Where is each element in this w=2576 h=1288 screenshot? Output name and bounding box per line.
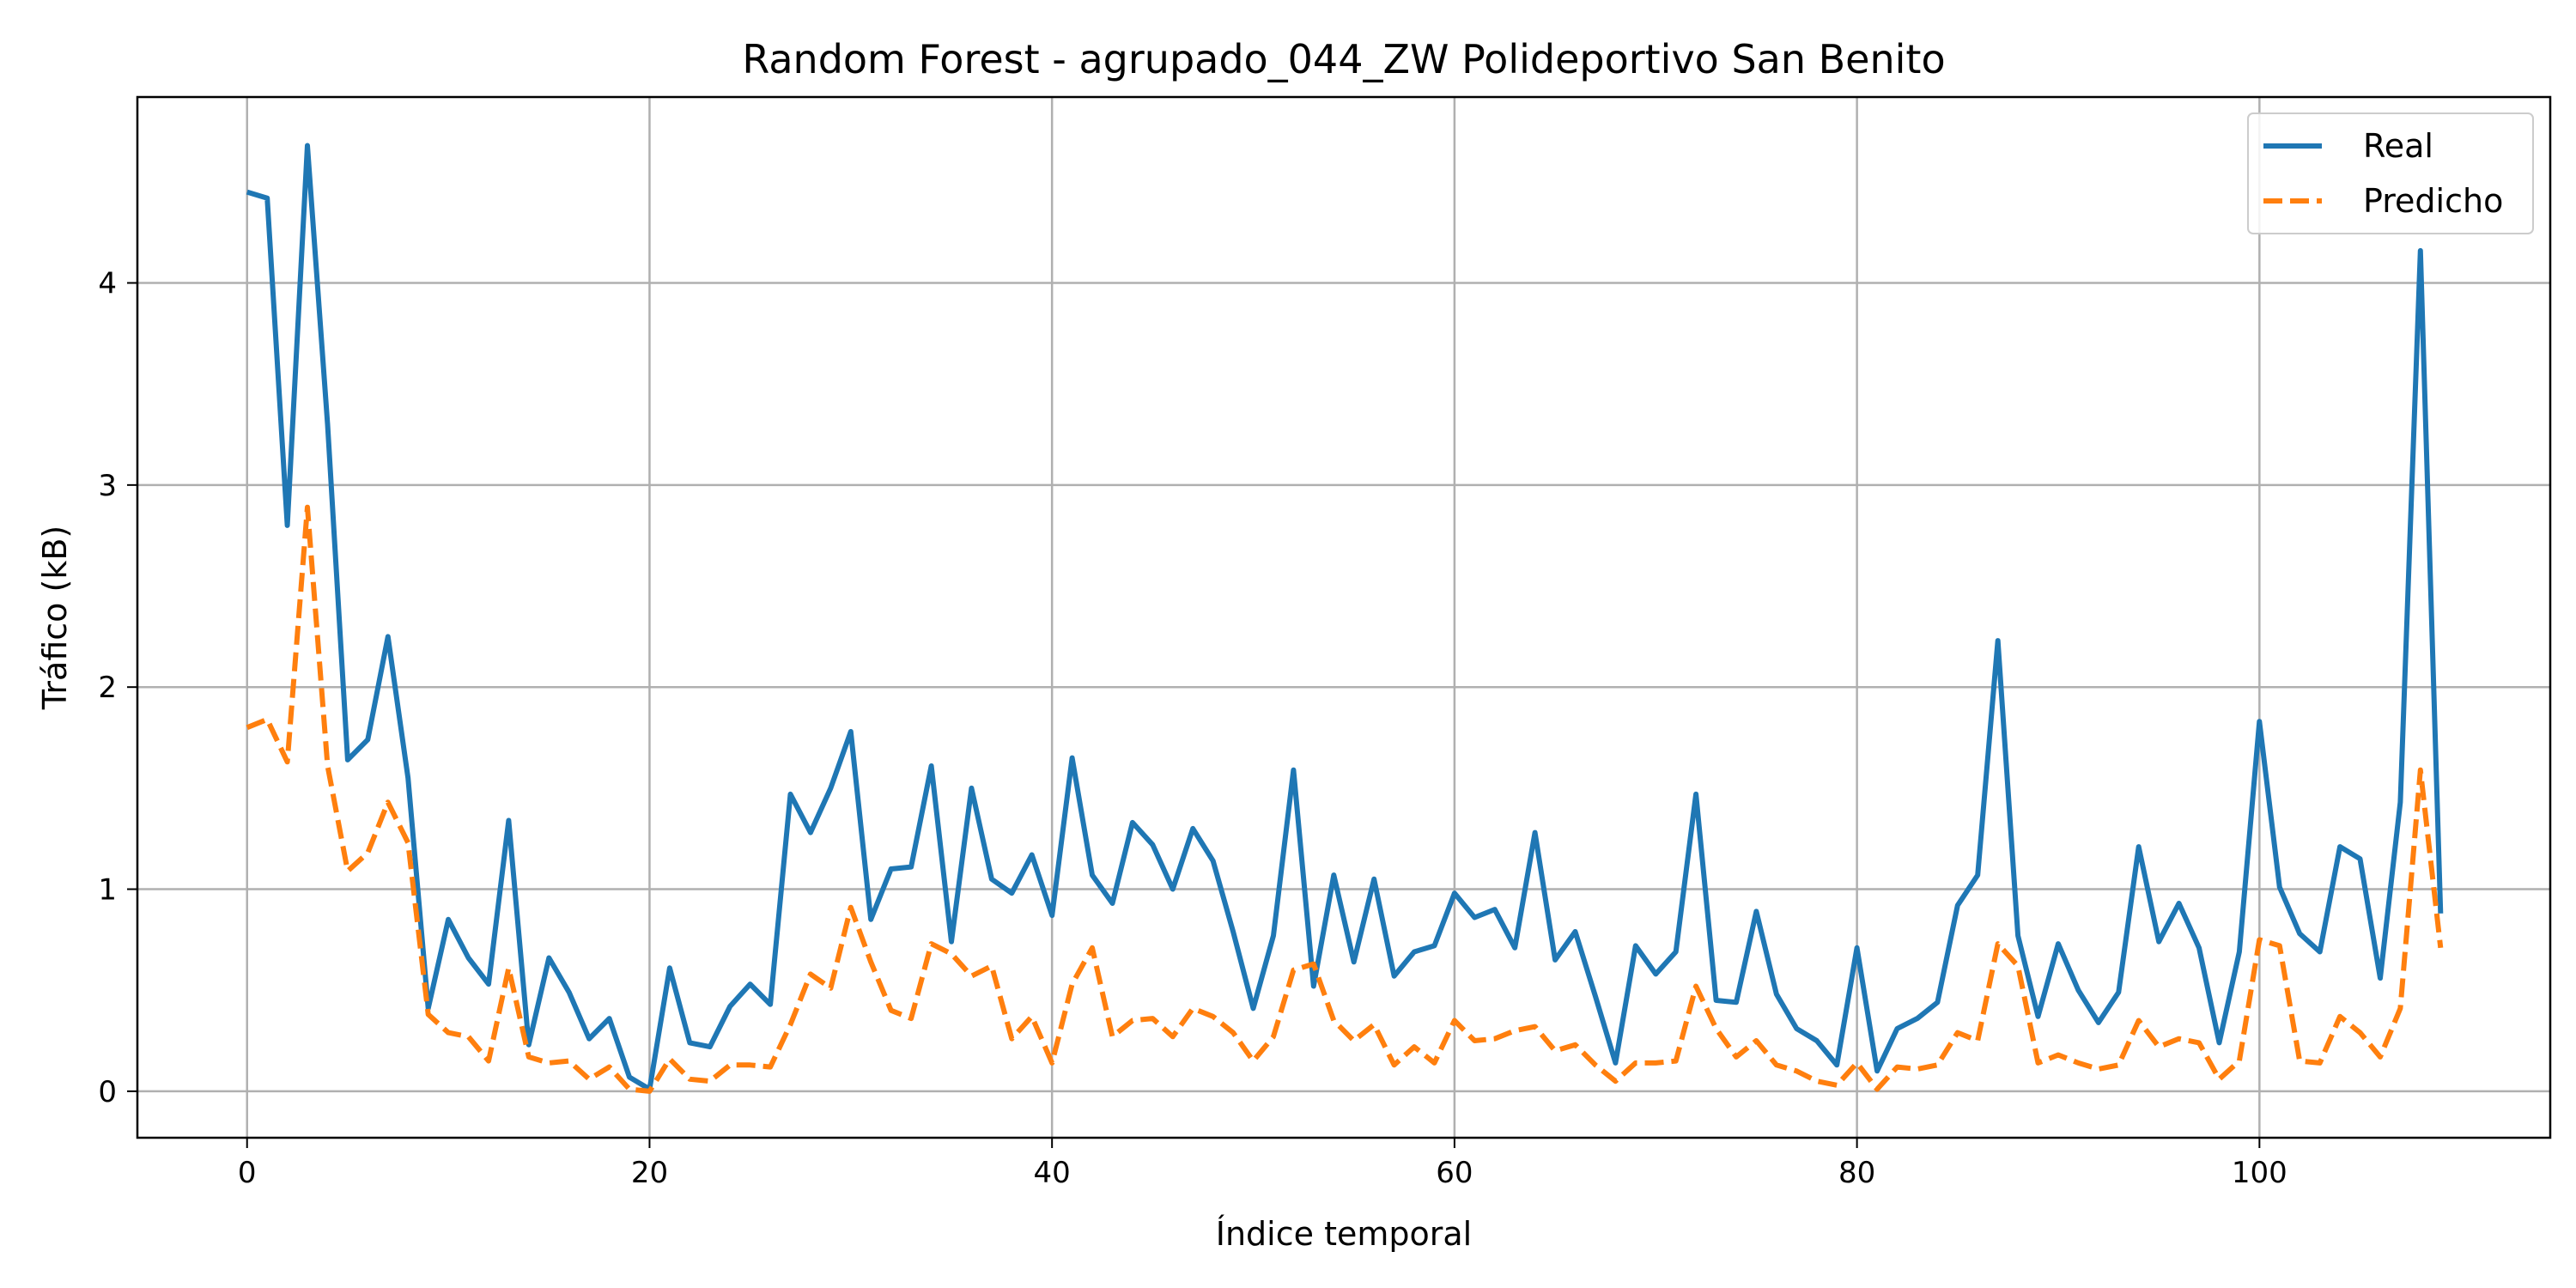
legend: Real Predicho	[2247, 112, 2534, 234]
x-tick-label: 20	[631, 1156, 668, 1190]
ticks: 0 20 40 60 80 100 0 1 2 3 4	[98, 267, 2287, 1190]
y-tick-label: 3	[98, 469, 117, 503]
series-line-predicho	[246, 504, 2444, 1094]
y-tick-label: 1	[98, 873, 117, 908]
x-tick-label: 0	[238, 1156, 257, 1190]
x-tick-label: 40	[1034, 1156, 1071, 1190]
series-line-real	[246, 143, 2444, 1092]
y-tick-label: 4	[98, 267, 117, 301]
y-tick-label: 2	[98, 671, 117, 705]
x-tick-label: 80	[1838, 1156, 1875, 1190]
plot-frame	[136, 95, 2552, 1139]
x-tick-label: 60	[1436, 1156, 1473, 1190]
series-group	[246, 143, 2444, 1094]
y-axis-label: Tráfico (kB)	[36, 526, 74, 710]
legend-label-real: Real	[2363, 127, 2433, 165]
chart-title: Random Forest - agrupado_044_ZW Polidepo…	[742, 36, 1945, 82]
y-tick-label: 0	[98, 1075, 117, 1109]
x-tick-label: 100	[2232, 1156, 2287, 1190]
legend-label-predicho: Predicho	[2363, 182, 2503, 220]
x-axis-label: Índice temporal	[1216, 1215, 1472, 1253]
grid	[137, 97, 2550, 1138]
